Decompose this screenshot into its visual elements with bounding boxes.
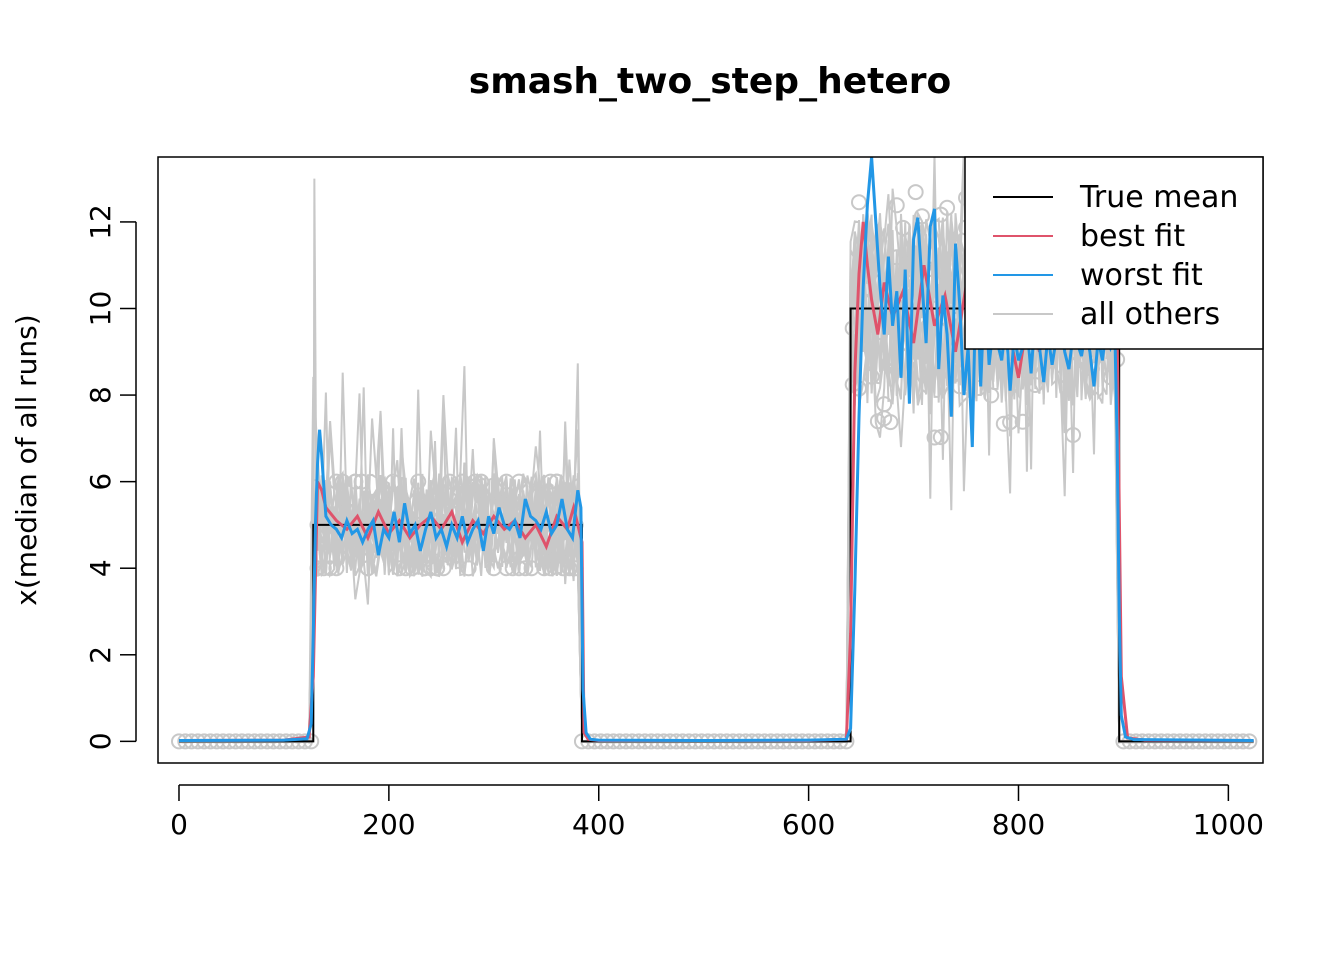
other-run-point	[460, 560, 477, 577]
other-run-point	[485, 560, 502, 577]
other-run-point	[416, 560, 433, 577]
other-run-point	[347, 473, 364, 490]
other-run-point	[385, 473, 402, 490]
x-tick-label: 400	[572, 808, 625, 841]
other-run-point	[863, 368, 880, 385]
legend-label: worst fit	[1080, 258, 1203, 293]
other-run-point	[536, 560, 553, 577]
other-run-point	[328, 560, 345, 577]
other-run-point	[498, 473, 515, 490]
other-run-point	[548, 473, 565, 490]
other-run-point	[328, 473, 345, 490]
other-run-point	[1014, 413, 1031, 430]
x-tick-label: 200	[362, 808, 415, 841]
chart-title: smash_two_step_hetero	[469, 61, 951, 102]
other-run-point	[907, 250, 924, 267]
other-run-point	[542, 473, 559, 490]
other-run-point	[410, 473, 427, 490]
other-run-point	[913, 208, 930, 225]
x-tick-label: 600	[782, 808, 835, 841]
other-run-point	[429, 560, 446, 577]
x-tick-label: 0	[170, 808, 188, 841]
other-run-point	[983, 387, 1000, 404]
y-tick-label: 4	[84, 559, 117, 577]
x-axis: 0 200 400 600 800 1000	[170, 784, 1264, 841]
other-run-point	[939, 199, 956, 216]
y-tick-label: 8	[84, 386, 117, 404]
other-run-point	[397, 560, 414, 577]
other-run-point	[403, 560, 420, 577]
y-tick-label: 12	[84, 204, 117, 240]
other-run-point	[510, 473, 527, 490]
legend-box	[964, 156, 1264, 350]
other-run-point	[353, 473, 370, 490]
other-run-point	[422, 560, 439, 577]
other-run-point	[850, 194, 867, 211]
other-run-point	[882, 353, 899, 370]
other-run-point	[498, 560, 515, 577]
other-run-point	[542, 560, 559, 577]
other-run-point	[517, 560, 534, 577]
other-run-point	[1002, 414, 1019, 431]
other-run-point	[970, 379, 987, 396]
legend-label: True mean	[1079, 180, 1238, 215]
other-run-point	[995, 415, 1012, 432]
other-run-point	[1058, 378, 1075, 395]
other-run-point	[932, 429, 949, 446]
other-run-point	[907, 184, 924, 201]
other-run-point	[309, 560, 326, 577]
x-tick-label: 1000	[1193, 808, 1264, 841]
y-tick-label: 10	[84, 291, 117, 327]
y-tick-label: 2	[84, 646, 117, 664]
other-run-point	[334, 473, 351, 490]
other-run-point	[920, 368, 937, 385]
y-tick-label: 6	[84, 473, 117, 491]
other-run-point	[473, 473, 490, 490]
other-run-point	[391, 560, 408, 577]
other-run-point	[926, 429, 943, 446]
other-run-point	[322, 560, 339, 577]
other-run-point	[1027, 376, 1044, 393]
other-run-point	[901, 275, 918, 292]
other-run-point	[510, 560, 527, 577]
other-run-point	[454, 473, 471, 490]
legend: True mean best fit worst fit all others	[964, 156, 1264, 350]
x-tick-label: 800	[992, 808, 1045, 841]
worst-fit-line	[178, 157, 1254, 743]
legend-label: all others	[1080, 297, 1220, 332]
other-run-point	[555, 560, 572, 577]
other-run-point	[888, 197, 905, 214]
other-run-point	[1065, 426, 1082, 443]
other-run-point	[895, 219, 912, 236]
other-run-point	[359, 560, 376, 577]
y-axis-label: x(median of all runs)	[10, 314, 43, 605]
other-run-point	[844, 320, 861, 337]
other-run-point	[561, 560, 578, 577]
other-run-point	[441, 473, 458, 490]
plot-frame	[157, 156, 1264, 764]
other-run-point	[435, 560, 452, 577]
y-axis: 0 2 4 6 8 10 12	[84, 204, 137, 750]
y-tick-label: 0	[84, 732, 117, 750]
legend-label: best fit	[1080, 219, 1185, 254]
other-run-point	[882, 414, 899, 431]
other-run-point	[504, 560, 521, 577]
other-run-point	[976, 353, 993, 370]
other-run-point	[869, 337, 886, 354]
other-run-point	[523, 560, 540, 577]
other-run-point	[466, 473, 483, 490]
